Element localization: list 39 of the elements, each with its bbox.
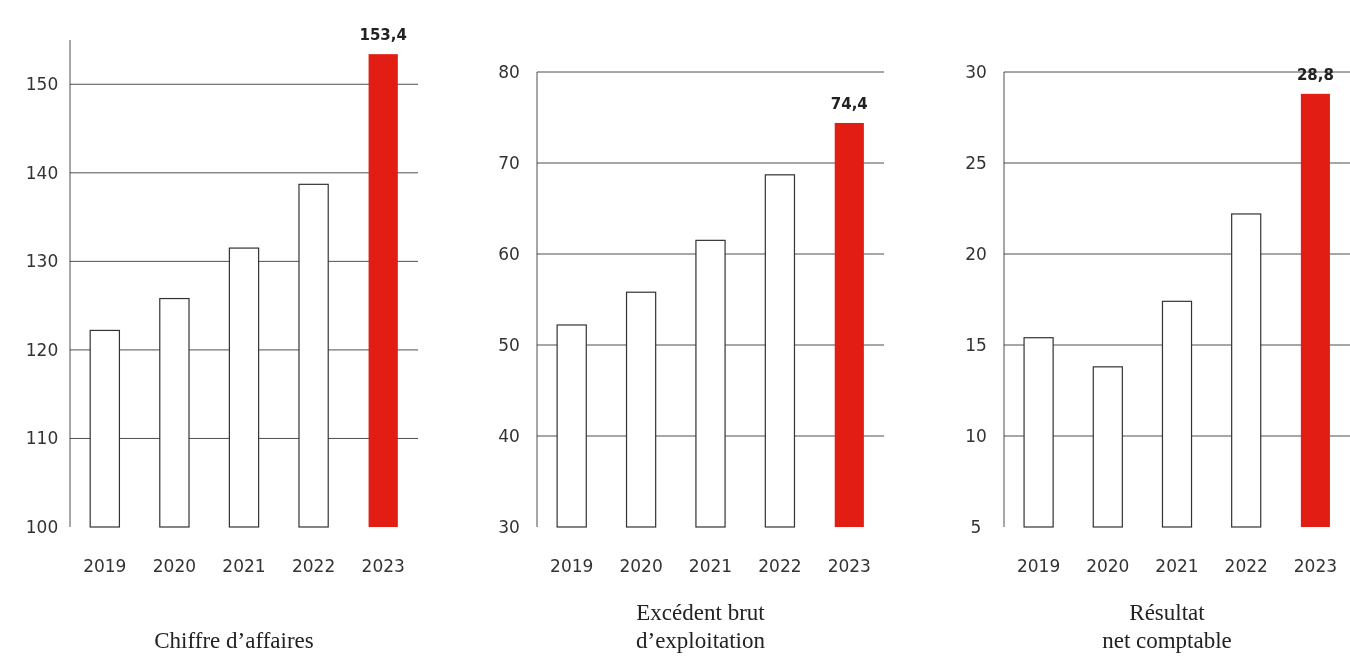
y-tick-label: 50 — [498, 334, 520, 355]
x-tick-label: 2021 — [688, 555, 733, 576]
y-tick-label: 150 — [25, 74, 59, 95]
text: Excédent brut d’exploitation — [635, 600, 766, 653]
y-tick-label: 60 — [498, 243, 520, 264]
x-tick-label: 2022 — [291, 555, 336, 576]
x-tick-label: 2020 — [1086, 555, 1130, 576]
y-tick-label: 80 — [498, 61, 520, 82]
y-tick-label: 40 — [498, 425, 520, 446]
y-tick-label: 70 — [498, 152, 520, 173]
x-tick-label: 2021 — [1155, 555, 1199, 576]
x-tick-label: 2022 — [1224, 555, 1268, 576]
data-label: 28,8 — [1296, 65, 1334, 84]
x-tick-label: 2020 — [619, 555, 663, 576]
y-tick-label: 5 — [970, 516, 982, 537]
y-tick-label: 100 — [25, 516, 59, 537]
x-tick-label: 2019 — [550, 555, 594, 576]
x-tick-label: 2023 — [361, 555, 405, 576]
y-tick-label: 130 — [25, 251, 59, 272]
x-tick-label: 2020 — [152, 555, 197, 576]
y-tick-label: 30 — [498, 516, 520, 537]
text: Chiffre d’affaires — [154, 628, 314, 653]
x-tick-label: 2023 — [1293, 555, 1338, 576]
y-tick-label: 30 — [965, 61, 987, 82]
y-tick-label: 110 — [25, 428, 59, 449]
x-tick-label: 2021 — [222, 555, 266, 576]
y-tick-label: 120 — [25, 339, 59, 360]
x-tick-label: 2022 — [758, 555, 802, 576]
x-tick-label: 2023 — [827, 555, 871, 576]
y-tick-label: 25 — [965, 152, 987, 173]
y-tick-label: 20 — [965, 243, 987, 264]
text: Résultat net comptable — [1102, 600, 1232, 653]
x-tick-label: 2019 — [1016, 555, 1061, 576]
data-label: 74,4 — [830, 94, 868, 113]
y-tick-label: 10 — [965, 425, 987, 446]
x-tick-label: 2019 — [83, 555, 127, 576]
y-tick-label: 140 — [25, 162, 59, 183]
y-tick-label: 15 — [965, 334, 987, 355]
data-label: 153,4 — [359, 26, 407, 45]
